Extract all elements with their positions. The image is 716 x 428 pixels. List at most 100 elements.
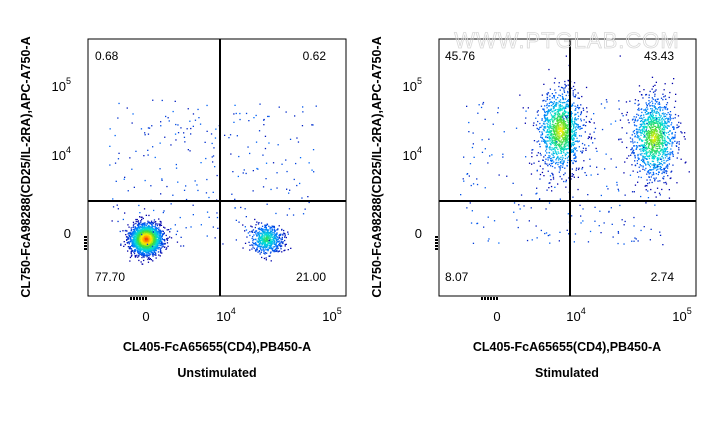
event-dot (190, 127, 192, 130)
event-dot (662, 157, 664, 159)
event-dot (558, 131, 561, 133)
event-dot (545, 140, 547, 142)
event-dot (269, 238, 271, 240)
event-dot (640, 129, 642, 131)
event-dot (260, 222, 263, 224)
event-dot (554, 139, 557, 141)
event-dot (134, 244, 137, 247)
event-dot (559, 121, 561, 123)
event-dot (667, 125, 669, 127)
event-dot (567, 124, 569, 126)
event-dot (278, 236, 280, 238)
event-dot (267, 238, 269, 241)
event-dot (271, 234, 273, 236)
event-dot (662, 145, 664, 147)
event-dot (566, 144, 568, 146)
event-dot (268, 239, 270, 241)
event-dot (652, 166, 655, 169)
event-dot (657, 121, 660, 123)
event-dot (199, 123, 202, 125)
event-dot (129, 247, 131, 250)
event-dot (153, 252, 155, 254)
event-dot (271, 243, 273, 245)
event-dot (130, 255, 133, 257)
event-dot (652, 116, 654, 118)
quadrant-upper-left-value: 0.68 (95, 49, 119, 63)
event-dot (127, 242, 129, 244)
event-dot (245, 172, 247, 175)
event-dot (158, 223, 161, 225)
event-dot (253, 242, 256, 245)
event-dot (285, 111, 287, 113)
event-dot (657, 125, 659, 127)
event-dot (146, 251, 148, 253)
event-dot (554, 149, 556, 151)
event-dot (266, 235, 268, 237)
event-dot (661, 123, 663, 125)
event-dot (549, 98, 551, 101)
event-dot (270, 233, 272, 235)
event-dot (666, 165, 668, 167)
event-dot (561, 150, 563, 153)
event-dot (593, 122, 595, 124)
event-dot (130, 227, 132, 229)
event-dot (646, 171, 649, 173)
event-dot (641, 117, 643, 119)
event-dot (263, 232, 265, 235)
event-dot (650, 127, 652, 129)
event-dot (652, 172, 655, 174)
event-dot (150, 249, 152, 251)
event-dot (553, 117, 556, 119)
event-dot (575, 109, 577, 111)
event-dot (270, 238, 272, 241)
event-dot (124, 230, 126, 232)
event-dot (258, 240, 260, 242)
event-dot (160, 242, 163, 244)
event-dot (551, 97, 553, 99)
event-dot (269, 255, 271, 257)
event-dot (658, 122, 661, 124)
event-dot (159, 243, 161, 245)
event-dot (584, 131, 586, 133)
event-dot (653, 131, 655, 133)
event-dot (551, 126, 553, 128)
event-dot (665, 125, 667, 127)
event-dot (557, 159, 560, 161)
event-dot (667, 141, 669, 144)
event-dot (263, 239, 265, 241)
event-dot (156, 224, 159, 227)
event-dot (272, 162, 275, 164)
event-dot (550, 159, 553, 161)
event-dot (570, 115, 572, 117)
event-dot (148, 244, 150, 246)
event-dot (135, 150, 137, 152)
event-dot (267, 248, 270, 251)
event-dot (562, 125, 565, 127)
event-dot (566, 136, 568, 138)
event-dot (555, 152, 557, 154)
event-dot (137, 238, 139, 240)
event-dot (135, 222, 137, 225)
event-dot (275, 235, 277, 237)
event-dot (144, 132, 146, 134)
event-dot (256, 235, 258, 237)
event-dot (152, 222, 155, 225)
event-dot (654, 108, 657, 110)
event-dot (154, 252, 157, 254)
event-dot (545, 146, 547, 148)
event-dot (576, 137, 578, 139)
event-dot (651, 181, 653, 184)
event-dot (563, 160, 565, 162)
event-dot (537, 140, 540, 142)
event-dot (631, 164, 633, 166)
event-dot (114, 162, 117, 164)
event-dot (634, 141, 636, 143)
event-dot (557, 135, 560, 137)
event-dot (636, 113, 638, 115)
event-dot (285, 243, 287, 245)
event-dot (149, 244, 152, 246)
event-dot (281, 236, 283, 239)
event-dot (673, 126, 675, 128)
event-dot (560, 107, 562, 110)
axis-edge-event-mark (84, 248, 87, 250)
